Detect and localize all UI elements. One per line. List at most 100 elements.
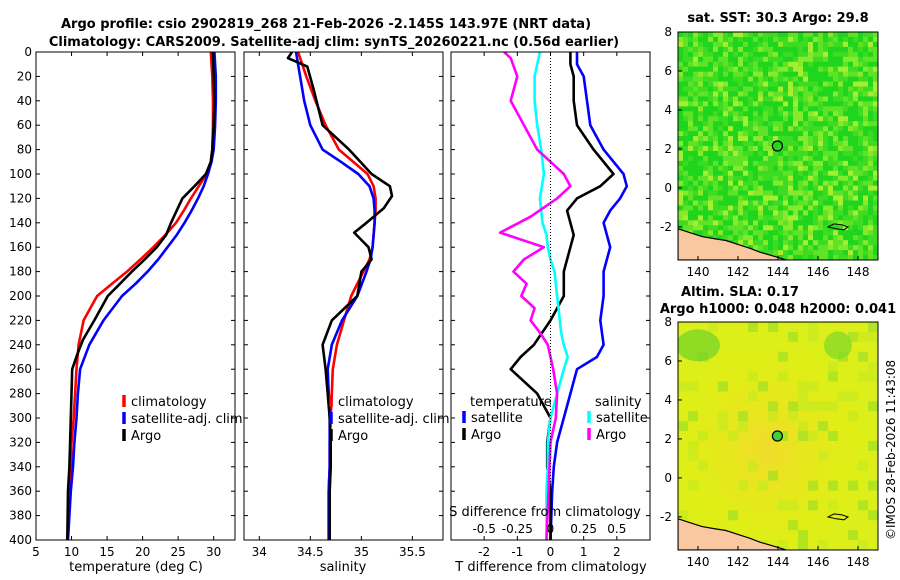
sst-cell — [738, 215, 744, 221]
ytick-label: 240 — [9, 338, 32, 352]
sst-cell — [803, 111, 809, 117]
sst-cell — [708, 210, 714, 216]
sst-cell — [708, 46, 714, 53]
map-ytick-label: 6 — [664, 64, 672, 78]
sst-cell — [858, 205, 864, 211]
sst-cell — [728, 91, 734, 97]
sst-cell — [828, 185, 834, 192]
sst-cell — [703, 195, 709, 201]
sst-cell — [848, 61, 854, 68]
sst-cell — [703, 111, 709, 117]
sst-cell — [778, 180, 784, 187]
sst-cell — [678, 225, 684, 231]
sst-cell — [828, 116, 834, 122]
sst-cell — [843, 51, 849, 58]
sst-cell — [718, 51, 724, 58]
sst-cell — [773, 190, 779, 196]
sst-cell — [718, 121, 724, 127]
sst-cell — [718, 86, 724, 92]
sst-cell — [698, 66, 704, 73]
sst-cell — [733, 66, 739, 73]
sst-cell — [808, 91, 814, 97]
sst-cell — [788, 160, 794, 167]
sst-cell — [708, 220, 714, 226]
sst-cell — [778, 32, 784, 38]
sst-cell — [873, 131, 878, 137]
sst-cell — [808, 61, 814, 68]
sla-cell — [868, 371, 878, 382]
sst-cell — [813, 210, 819, 216]
sst-cell — [788, 41, 794, 48]
sst-cell — [698, 101, 704, 107]
sst-cell — [808, 141, 814, 147]
sst-cell — [733, 91, 739, 97]
sst-cell — [693, 210, 699, 216]
sst-cell — [738, 116, 744, 122]
sst-cell — [803, 150, 809, 157]
sst-cell — [733, 220, 739, 226]
sst-cell — [873, 41, 878, 48]
sst-cell — [783, 101, 789, 107]
sst-cell — [703, 180, 709, 187]
sst-cell — [783, 220, 789, 226]
sst-cell — [683, 146, 689, 152]
sst-cell — [808, 200, 814, 206]
sst-cell — [753, 61, 759, 68]
sst-cell — [833, 86, 839, 92]
sst-cell — [778, 230, 784, 236]
sst-cell — [718, 141, 724, 147]
sst-cell — [713, 46, 719, 53]
sst-cell — [808, 106, 814, 112]
sst-cell — [838, 180, 844, 187]
sst-cell — [783, 215, 789, 221]
sst-cell — [723, 155, 729, 162]
sst-cell — [858, 76, 864, 82]
sst-cell — [793, 86, 799, 92]
sla-cell — [858, 331, 868, 342]
sst-cell — [813, 220, 819, 226]
sst-cell — [783, 111, 789, 117]
sst-cell — [703, 146, 709, 152]
sst-cell — [778, 96, 784, 102]
sst-cell — [828, 180, 834, 187]
sst-cell — [753, 210, 759, 216]
sst-cell — [863, 190, 869, 196]
sst-cell — [748, 165, 754, 172]
depth-yticks: 0204060801001201401601802002202402602803… — [9, 45, 235, 547]
sst-cell — [813, 51, 819, 58]
sst-cell — [758, 175, 764, 182]
sst-cell — [823, 86, 829, 92]
sst-cell — [683, 46, 689, 53]
sst-cell — [788, 81, 794, 87]
sst-cell — [788, 146, 794, 152]
sst-cell — [688, 61, 694, 68]
sst-cell — [868, 230, 874, 236]
sst-cell — [818, 175, 824, 182]
sst-cell — [753, 150, 759, 157]
sst-cell — [678, 131, 684, 137]
s-tick-label: 0.25 — [570, 522, 597, 536]
sst-cell — [753, 170, 759, 177]
sst-cell — [713, 76, 719, 82]
sst-cell — [838, 121, 844, 127]
sst-cell — [688, 215, 694, 221]
sst-cell — [773, 121, 779, 127]
sst-cell — [783, 86, 789, 92]
sst-cell — [773, 131, 779, 137]
sst-cell — [818, 116, 824, 122]
sst-cell — [853, 46, 859, 53]
ytick-label: 380 — [9, 509, 32, 523]
sst-cell — [833, 205, 839, 211]
sst-cell — [813, 136, 819, 142]
sst-cell — [688, 175, 694, 182]
sst-cell — [683, 71, 689, 78]
sst-cell — [778, 136, 784, 142]
sst-cell — [863, 225, 869, 231]
sst-cell — [838, 230, 844, 236]
sst-cell — [738, 36, 744, 43]
sst-cell — [763, 230, 769, 236]
sst-cell — [813, 141, 819, 147]
sst-cell — [723, 66, 729, 73]
sst-cell — [708, 180, 714, 187]
sst-cell — [698, 32, 704, 38]
